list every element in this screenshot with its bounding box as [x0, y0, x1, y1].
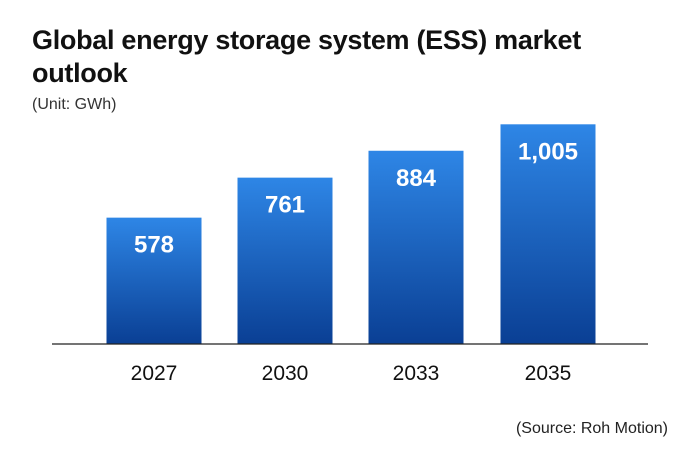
bar-2027: [106, 217, 202, 344]
bar-2033: [368, 150, 464, 344]
tick-label-2035: 2035: [525, 362, 572, 385]
tick-label-2033: 2033: [393, 362, 440, 385]
bars-group: 578 761 884 1,005: [106, 124, 596, 344]
bar-2030: [237, 177, 333, 344]
chart-title: Global energy storage system (ESS) marke…: [32, 25, 581, 88]
value-label-2027: 578: [134, 232, 174, 259]
value-label-2030: 761: [265, 192, 305, 219]
value-label-2033: 884: [396, 165, 437, 192]
x-tick-labels: 2027 2030 2033 2035: [131, 362, 572, 385]
tick-label-2030: 2030: [262, 362, 309, 385]
value-label-2035: 1,005: [518, 138, 578, 165]
tick-label-2027: 2027: [131, 362, 178, 385]
unit-label: (Unit: GWh): [32, 96, 117, 113]
source-note: (Source: Roh Motion): [515, 420, 668, 437]
bar-2035: [500, 124, 596, 344]
